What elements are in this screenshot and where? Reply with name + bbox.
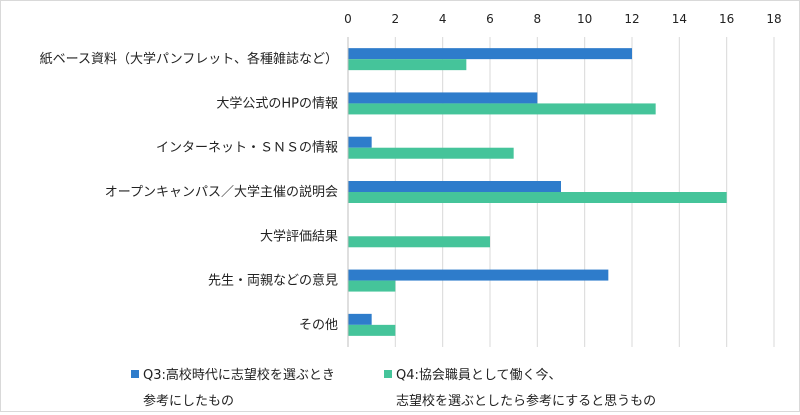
category-label-1: 大学公式のHPの情報 — [216, 95, 338, 111]
legend-item-q3: Q3:高校時代に志望校を選ぶとき 参考にしたもの — [131, 363, 335, 415]
bar-series0-cat1 — [348, 92, 538, 104]
category-label-2: インターネット・ＳＮＳの情報 — [156, 141, 338, 156]
bar-series0-cat6 — [348, 313, 372, 325]
bar-series0-cat3 — [348, 181, 561, 192]
bar-series0-cat0 — [348, 48, 632, 60]
x-tick-label-7: 14 — [672, 12, 687, 26]
category-label-4: 大学評価結果 — [260, 228, 338, 244]
category-label-0: 紙ベース資料（大学パンフレット、各種雑誌など） — [40, 51, 338, 67]
x-tick-label-5: 10 — [577, 12, 592, 26]
bar-series0-cat5 — [348, 269, 609, 281]
legend-item-q4: Q4:協会職員として働く今、 志望校を選ぶとしたら参考にすると思うもの — [384, 363, 656, 415]
x-tick-label-3: 6 — [486, 12, 494, 26]
bar-series1-cat6 — [348, 324, 396, 336]
x-tick-label-2: 4 — [439, 12, 447, 26]
legend-label-q4-line1: Q4:協会職員として働く今、 — [396, 368, 562, 383]
x-tick-label-4: 8 — [534, 12, 542, 26]
category-label-3: オープンキャンパス／大学主催の説明会 — [105, 184, 338, 200]
legend-label-q3-line2: 参考にしたもの — [143, 394, 235, 409]
bar-series1-cat2 — [348, 147, 514, 159]
bar-series1-cat5 — [348, 280, 396, 292]
bar-series1-cat4 — [348, 236, 490, 248]
legend-label-q3-line1: Q3:高校時代に志望校を選ぶとき — [143, 368, 335, 383]
x-tick-label-9: 18 — [766, 12, 781, 26]
bar-series1-cat0 — [348, 59, 467, 71]
x-tick-label-1: 2 — [392, 12, 400, 26]
legend-label-q4-line2: 志望校を選ぶとしたら参考にすると思うもの — [396, 394, 657, 409]
legend-swatch-q3 — [131, 369, 139, 378]
category-label-5: 先生・両親などの意見 — [208, 273, 338, 289]
bar-series1-cat3 — [348, 192, 727, 203]
bar-series1-cat1 — [348, 103, 656, 115]
bar-series0-cat2 — [348, 136, 372, 148]
x-tick-label-6: 12 — [624, 12, 639, 26]
x-tick-label-8: 16 — [719, 12, 734, 26]
category-label-6: その他 — [299, 318, 338, 333]
legend-swatch-q4 — [384, 369, 392, 378]
x-tick-label-0: 0 — [344, 12, 352, 26]
